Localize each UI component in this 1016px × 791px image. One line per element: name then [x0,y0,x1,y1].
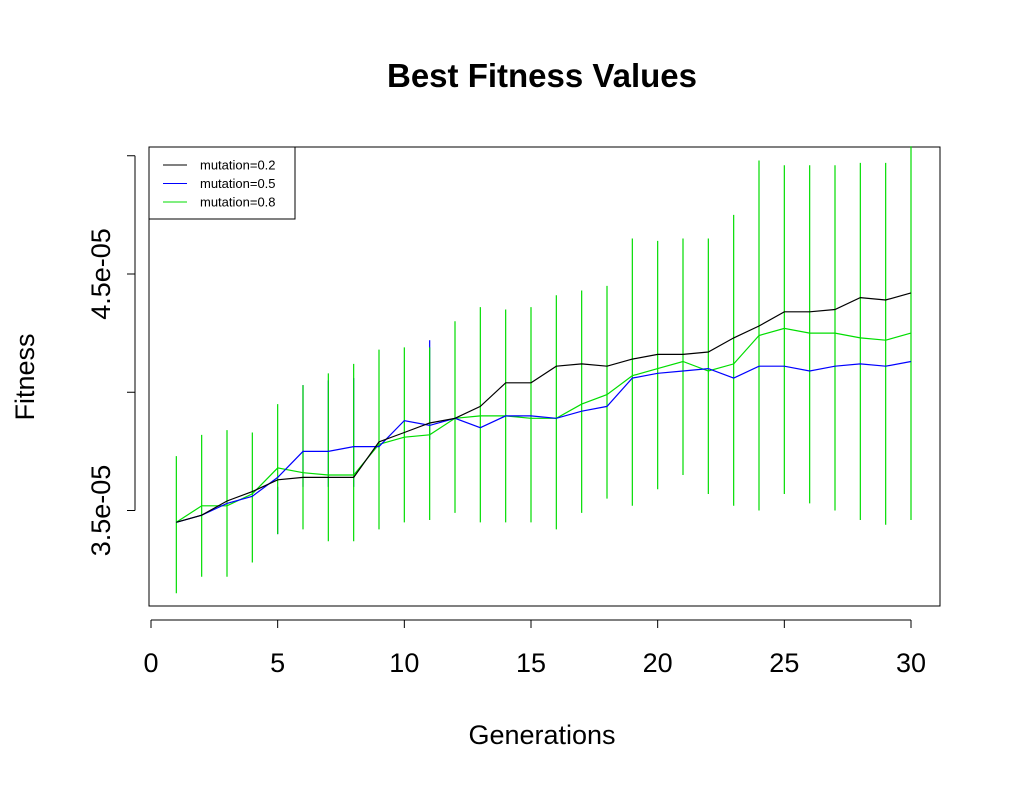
series-line [176,360,912,523]
x-tick-label: 15 [516,648,546,678]
y-axis: 3.5e-05 4.5e-05 [86,155,136,557]
x-tick-label: 0 [143,648,158,678]
y-axis-title: Fitness [10,333,40,420]
legend-label: mutation=0.5 [200,176,276,191]
y-tick-label: 4.5e-05 [86,228,116,320]
legend-label: mutation=0.8 [200,195,276,210]
x-tick-label: 20 [643,648,673,678]
series-line [175,327,912,523]
legend: mutation=0.2 mutation=0.5 mutation=0.8 [148,146,296,220]
series-line [176,292,912,523]
x-tick-label: 5 [270,648,285,678]
error-bars [175,146,912,594]
x-tick-label: 30 [896,648,926,678]
chart-title: Best Fitness Values [387,57,697,94]
x-tick-label: 10 [389,648,419,678]
x-tick-label: 25 [769,648,799,678]
legend-label: mutation=0.2 [200,158,276,173]
y-tick-label: 3.5e-05 [86,465,116,557]
plot-frame [148,146,941,607]
series-lines [175,292,912,523]
x-axis-title: Generations [468,720,615,750]
x-axis: 0 5 10 15 20 25 30 [143,619,926,678]
